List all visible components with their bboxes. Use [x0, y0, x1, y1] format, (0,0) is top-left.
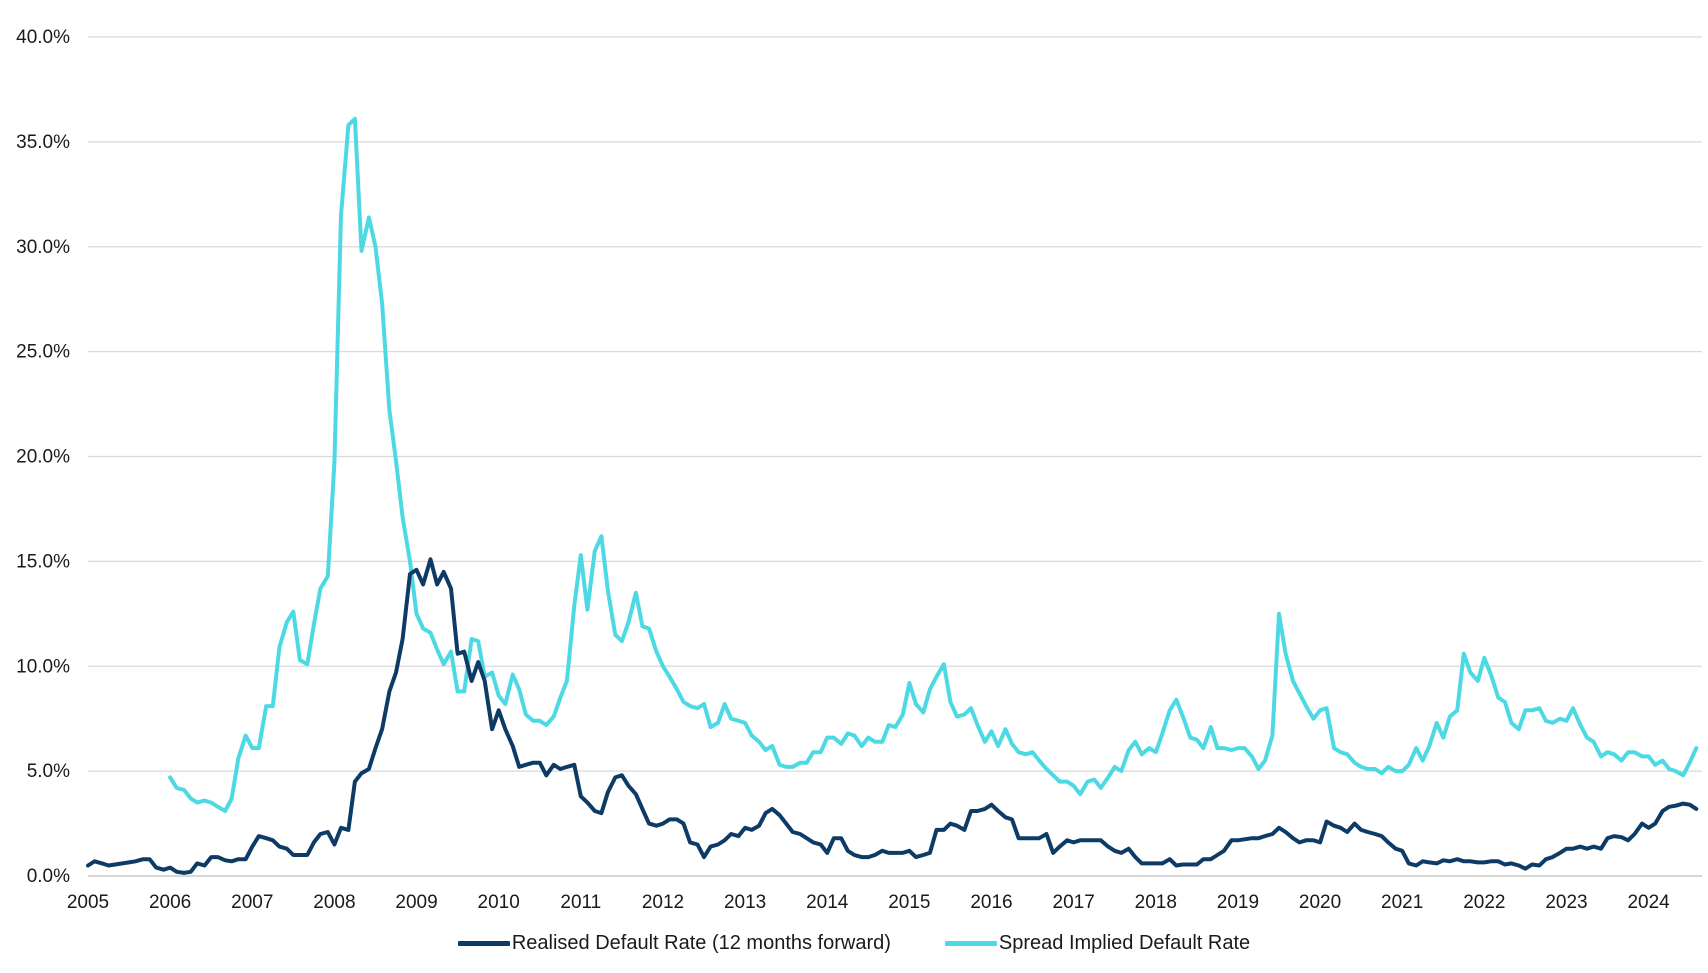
- x-tick-label: 2016: [970, 892, 1012, 913]
- x-tick-label: 2015: [888, 892, 930, 913]
- x-tick-label: 2019: [1217, 892, 1259, 913]
- x-tick-label: 2021: [1381, 892, 1423, 913]
- x-tick-label: 2006: [149, 892, 191, 913]
- y-tick-label: 0.0%: [27, 866, 70, 887]
- legend-swatch-spread-implied: [944, 941, 997, 946]
- y-tick-label: 15.0%: [16, 551, 70, 572]
- legend-item-spread-implied[interactable]: Spread Implied Default Rate: [944, 932, 1251, 955]
- y-tick-label: 5.0%: [27, 761, 70, 782]
- x-tick-label: 2008: [313, 892, 355, 913]
- legend-item-realised[interactable]: Realised Default Rate (12 months forward…: [457, 932, 891, 955]
- legend-label-realised: Realised Default Rate (12 months forward…: [511, 932, 891, 954]
- x-tick-label: 2005: [67, 892, 109, 913]
- x-tick-label: 2020: [1299, 892, 1341, 913]
- y-tick-label: 25.0%: [16, 342, 70, 363]
- x-tick-label: 2012: [642, 892, 684, 913]
- x-tick-label: 2014: [806, 892, 849, 913]
- legend-label-spread-implied: Spread Implied Default Rate: [998, 932, 1251, 954]
- x-tick-label: 2007: [231, 892, 273, 913]
- y-tick-label: 10.0%: [16, 656, 70, 677]
- y-tick-label: 30.0%: [16, 237, 70, 258]
- x-tick-label: 2023: [1545, 892, 1587, 913]
- y-gridlines: [88, 36, 1702, 877]
- x-tick-label: 2009: [395, 892, 437, 913]
- line-chart: 0.0% 5.0% 10.0% 15.0% 20.0% 25.0% 30.0% 35.0% 40…: [16, 27, 1702, 913]
- legend: Realised Default Rate (12 months forward…: [0, 932, 1708, 955]
- y-tick-label: 35.0%: [16, 132, 70, 153]
- series-line-realised-default-rate: [86, 557, 1699, 875]
- x-tick-label: 2022: [1463, 892, 1505, 913]
- y-tick-label: 40.0%: [16, 27, 70, 48]
- legend-swatch-realised: [457, 941, 510, 946]
- x-tick-label: 2017: [1053, 892, 1095, 913]
- x-tick-label: 2013: [724, 892, 766, 913]
- y-axis-tick-labels: 0.0% 5.0% 10.0% 15.0% 20.0% 25.0% 30.0% 35.0% 40…: [16, 27, 70, 887]
- y-tick-label: 20.0%: [16, 447, 70, 468]
- series-lines: [86, 116, 1699, 875]
- series-line-spread-implied-default-rate: [168, 116, 1699, 813]
- x-tick-label: 2011: [560, 892, 601, 913]
- x-tick-label: 2010: [478, 892, 520, 913]
- x-axis-tick-labels: 2005 2006 2007 2008 2009 2010 2011 2012 2013 2014…: [67, 892, 1670, 913]
- x-tick-label: 2024: [1627, 892, 1670, 913]
- x-tick-label: 2018: [1135, 892, 1177, 913]
